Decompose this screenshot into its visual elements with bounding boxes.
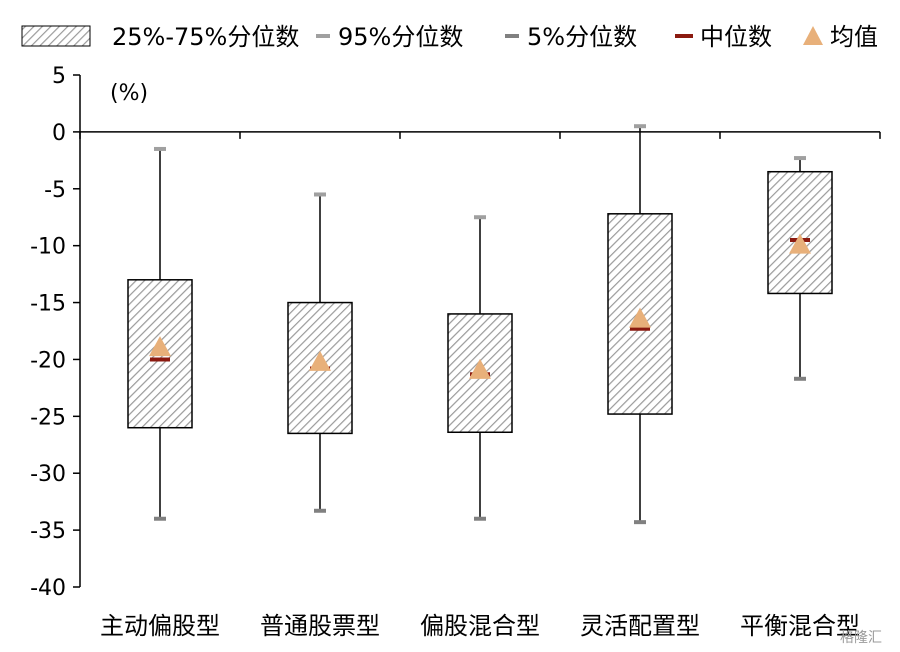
y-tick-label: -30 [30, 462, 66, 487]
y-tick-label: -10 [30, 235, 66, 260]
box-group [607, 124, 673, 525]
iqr-box [607, 213, 673, 415]
mean-marker [149, 336, 171, 357]
axes: 5 0 -5 -10 -15 -20 -25 -30 -35 -40 主动偏股型 普通股票型 偏股混合型… [30, 64, 881, 640]
x-category-label: 灵活配置型 [580, 612, 700, 640]
y-tick-label: -25 [30, 405, 66, 430]
legend-iqr-label: 25%-75%分位数 [112, 23, 299, 51]
legend-item-p95: 95%分位数 [316, 23, 463, 51]
legend-mean-label: 均值 [830, 23, 878, 51]
mean-marker [309, 350, 331, 371]
legend-p5-label: 5%分位数 [527, 23, 637, 51]
y-tick-label: -35 [30, 519, 66, 544]
legend-item-median: 中位数 [675, 23, 772, 51]
legend-iqr-swatch [21, 25, 91, 47]
unit-label: (%) [110, 81, 148, 106]
mean-marker [629, 307, 651, 328]
x-category-label: 普通股票型 [260, 612, 380, 640]
y-tick-label: -40 [30, 576, 66, 601]
y-tick-label: 5 [52, 64, 66, 89]
legend-median-label: 中位数 [700, 23, 772, 51]
y-tick-label: -5 [44, 178, 66, 203]
watermark: 格隆汇 [840, 630, 882, 646]
legend-item-p5: 5%分位数 [505, 23, 637, 51]
x-category-label: 平衡混合型 [740, 612, 860, 640]
x-category-label: 偏股混合型 [420, 612, 540, 640]
mean-marker [469, 358, 491, 379]
mean-marker [789, 233, 811, 254]
iqr-box [767, 170, 833, 295]
legend-mean-marker [803, 26, 823, 45]
legend-item-mean: 均值 [803, 23, 878, 51]
box-series [127, 124, 833, 525]
y-tick-label: -20 [30, 348, 66, 373]
box-group [287, 192, 353, 513]
box-group [447, 215, 513, 521]
box-group [127, 146, 193, 521]
legend: 25%-75%分位数 95%分位数 5%分位数 中位数 均值 [21, 23, 878, 51]
legend-item-iqr: 25%-75%分位数 [21, 23, 299, 51]
legend-p95-label: 95%分位数 [338, 23, 463, 51]
y-tick-label: 0 [52, 121, 66, 146]
y-tick-label: -15 [30, 292, 66, 317]
x-category-label: 主动偏股型 [100, 612, 220, 640]
box-group [767, 156, 833, 381]
